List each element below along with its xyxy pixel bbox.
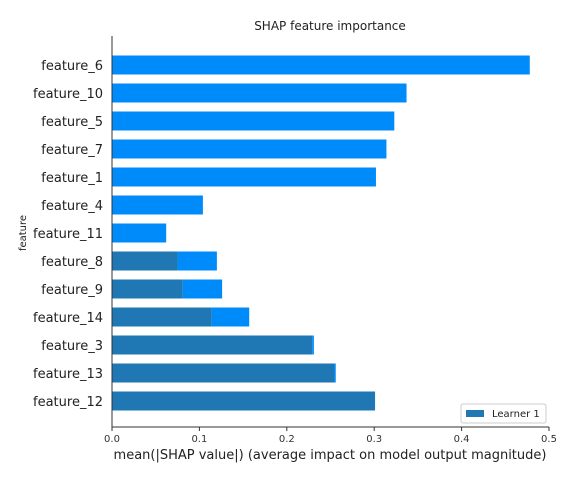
category-label-feature_12: feature_12 [33,395,103,410]
legend-frame [460,403,547,424]
category-label-feature_8: feature_8 [41,255,103,270]
bar-feature_9-series-0 [112,279,183,299]
bar-feature_9-series-1 [182,279,223,299]
category-label-feature_1: feature_1 [41,171,103,186]
x-tick-label-4: 0.4 [454,434,470,445]
bar-feature_14-series-1 [211,307,250,327]
bar-feature_1-series-1 [112,167,376,187]
bar-feature_13-series-0 [112,363,334,383]
category-label-feature_4: feature_4 [41,199,103,214]
category-label-feature_13: feature_13 [33,367,103,382]
bar-feature_4-series-1 [112,195,203,215]
category-label-feature_6: feature_6 [41,59,103,74]
x-axis-label: mean(|SHAP value|) (average impact on mo… [114,448,547,463]
bar-feature_8-series-1 [177,251,217,271]
category-label-feature_11: feature_11 [33,227,103,242]
category-label-feature_14: feature_14 [33,311,103,326]
category-label-feature_5: feature_5 [41,115,103,130]
bar-feature_7-series-1 [112,139,387,159]
legend-entry-learner-1: Learner 1 [492,409,540,420]
y-axis-label: feature [18,215,29,251]
bars-group [112,55,530,411]
category-label-feature_3: feature_3 [41,339,103,354]
x-tick-label-5: 0.5 [541,434,557,445]
category-label-feature_9: feature_9 [41,283,103,298]
x-tick-label-0: 0.0 [104,434,120,445]
bar-feature_3-series-0 [112,335,313,355]
chart-title: SHAP feature importance [254,19,406,33]
bar-feature_3-series-1 [312,335,314,355]
category-labels: feature_6 feature_10 feature_5 feature_7fea… [33,59,103,410]
category-label-feature_10: feature_10 [33,87,103,102]
x-ticks: 0.0 0.1 0.2 0.3 0.4 0.5 [104,427,557,445]
bar-feature_13-series-1 [333,363,336,383]
bar-feature_6-series-1 [112,55,530,75]
bar-feature_12-series-0 [112,391,376,411]
x-tick-label-2: 0.2 [279,434,295,445]
legend: Learner 1 [460,403,547,424]
x-tick-label-3: 0.3 [366,434,382,445]
bar-feature_8-series-0 [112,251,178,271]
bar-feature_11-series-1 [112,223,167,243]
bar-feature_10-series-1 [112,83,407,103]
bar-feature_5-series-1 [112,111,395,131]
legend-swatch [466,410,484,417]
x-tick-label-1: 0.1 [191,434,207,445]
bar-feature_14-series-0 [112,307,212,327]
category-label-feature_7: feature_7 [41,143,103,158]
